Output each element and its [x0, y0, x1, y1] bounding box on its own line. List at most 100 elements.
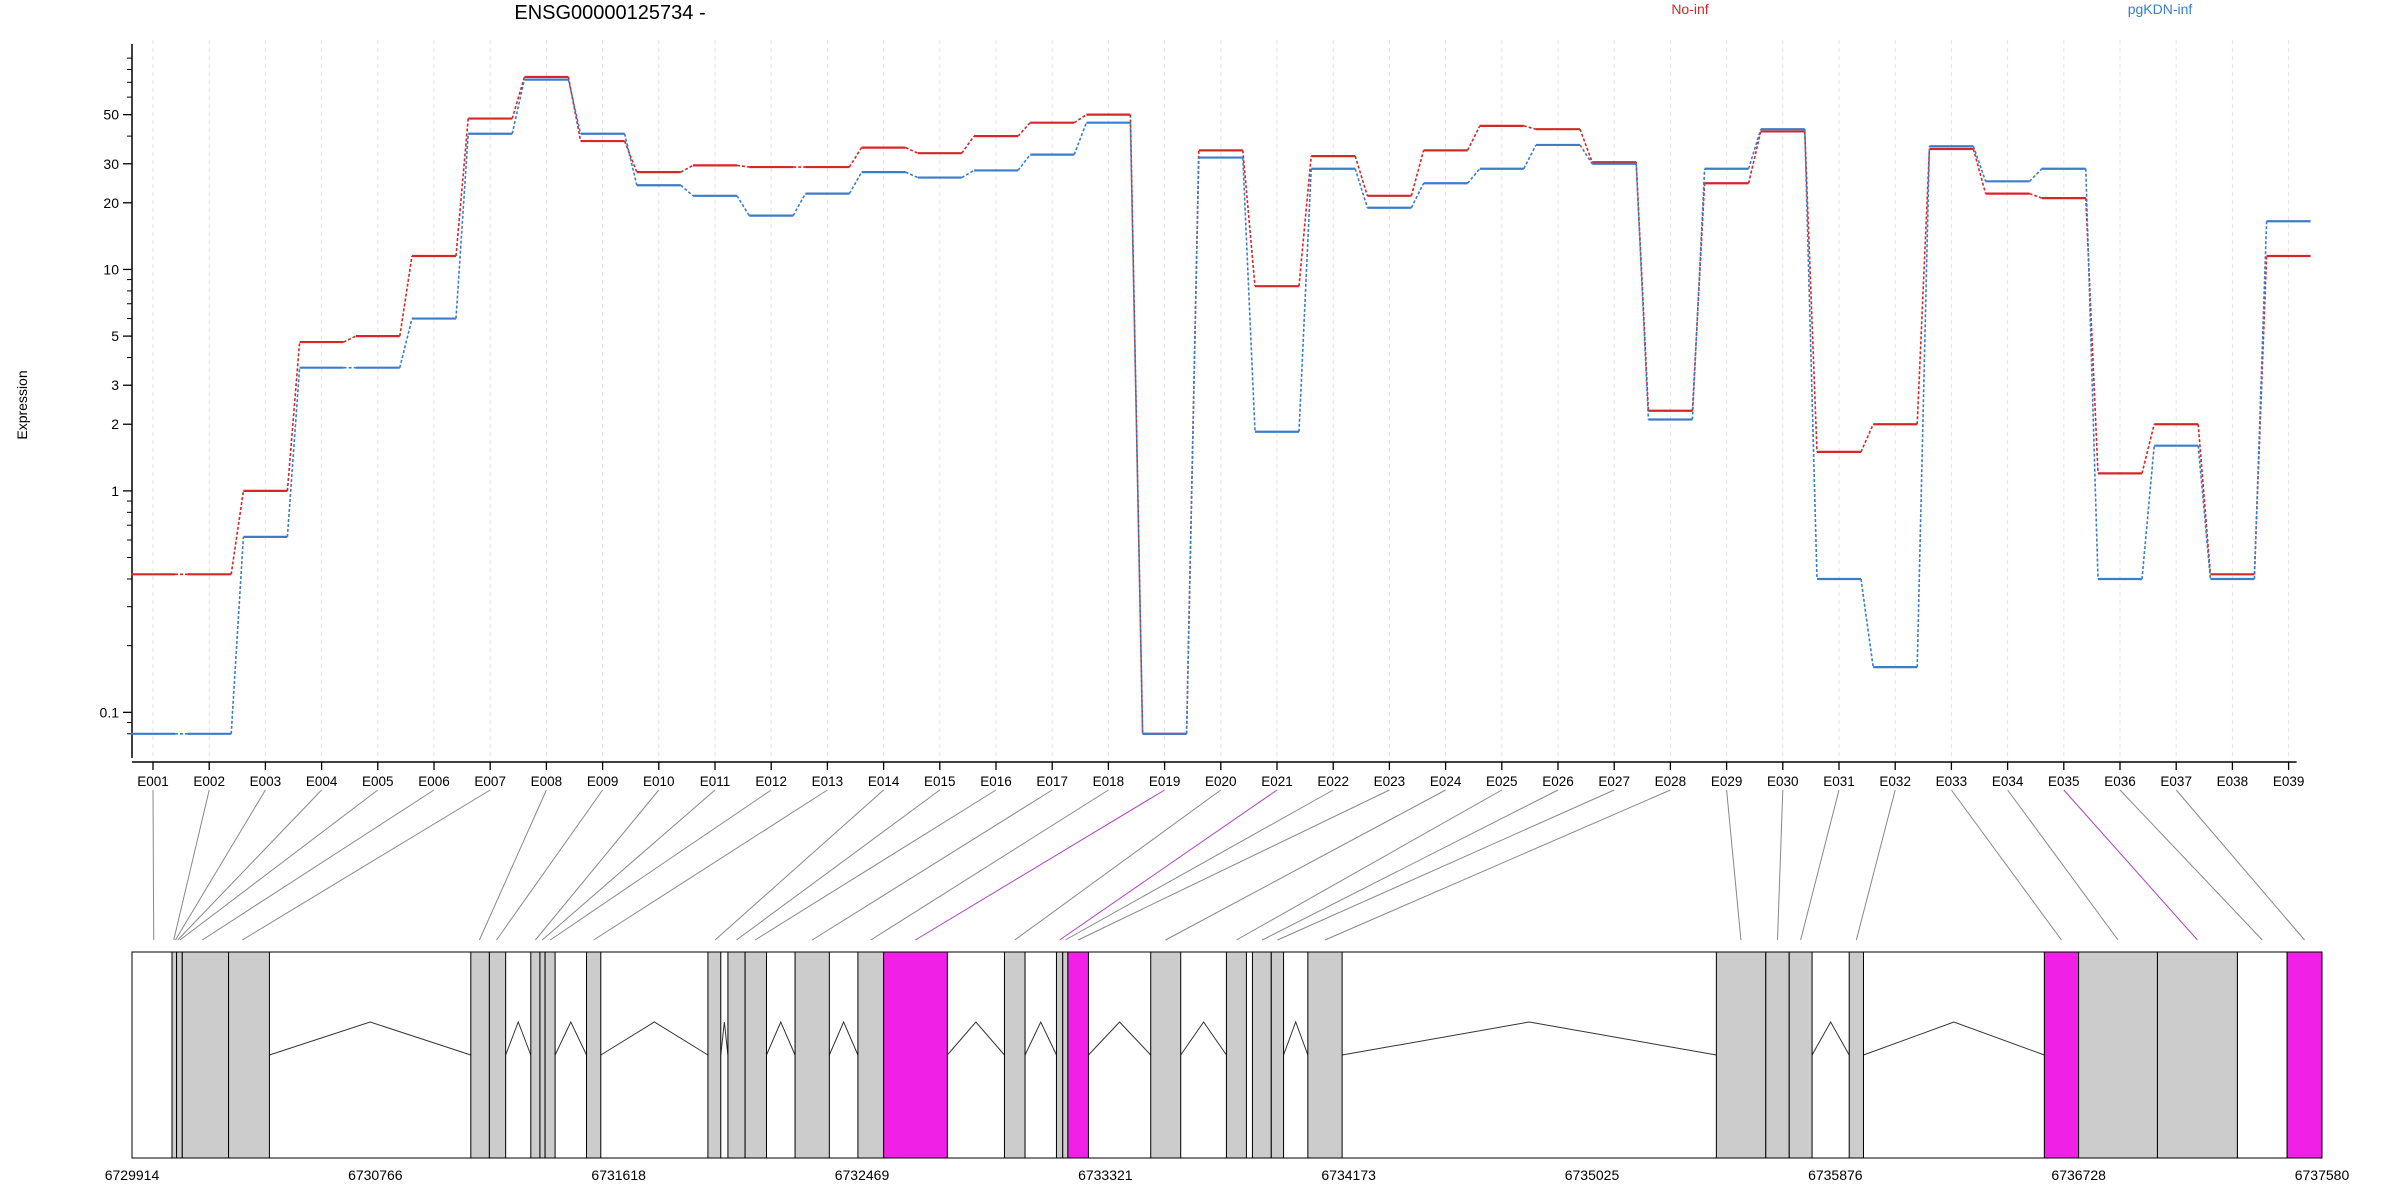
- connector-line: [623, 140, 638, 173]
- coordinate-label: 6730766: [348, 1167, 403, 1183]
- x-tick-label: E032: [1879, 774, 1911, 789]
- x-tick-label: E030: [1767, 774, 1799, 789]
- exon-block: [857, 951, 885, 1159]
- connector-line: [1298, 168, 1312, 432]
- exon-link: [1726, 789, 1742, 941]
- x-tick-label: E023: [1374, 774, 1406, 789]
- connector-line: [1579, 128, 1593, 163]
- exon-link: [754, 789, 997, 941]
- exon-block: [727, 951, 746, 1159]
- series-2: [131, 78, 2311, 735]
- x-tick-label: E008: [531, 774, 563, 789]
- intron-line: [1024, 1020, 1057, 1056]
- connector-line: [1860, 423, 1874, 453]
- exon-block: [1715, 951, 1767, 1159]
- y-tick-label: 1: [111, 483, 119, 499]
- connector-line: [1579, 144, 1593, 165]
- x-tick-label: E004: [306, 774, 338, 789]
- exon-block: [1003, 951, 1026, 1159]
- x-tick-label: E033: [1936, 774, 1968, 789]
- exon-link: [2007, 789, 2119, 941]
- connector-line: [1523, 125, 1537, 130]
- intron-line: [1283, 1020, 1309, 1056]
- connector-line: [286, 341, 301, 491]
- connector-line: [1916, 148, 1931, 425]
- x-tick-label: E020: [1205, 774, 1237, 789]
- y-tick-label: 20: [103, 195, 119, 211]
- x-tick-label: E003: [250, 774, 282, 789]
- connector-line: [736, 164, 750, 168]
- exon-link: [1014, 789, 1222, 941]
- exon-link: [242, 789, 491, 941]
- connector-line: [2197, 445, 2212, 580]
- exon-link: [202, 789, 435, 941]
- exon-block: [2156, 951, 2238, 1159]
- connector-line: [2085, 168, 2099, 580]
- connector-line: [1354, 168, 1369, 208]
- connector-line: [1972, 148, 1987, 194]
- connector-line: [1916, 146, 1931, 668]
- connector-line: [848, 147, 863, 168]
- intron-line: [600, 1021, 709, 1056]
- connector-line: [905, 171, 919, 179]
- connector-line: [567, 79, 582, 134]
- connector-line: [230, 490, 245, 575]
- exon-block: [707, 951, 722, 1159]
- exon-link: [736, 789, 941, 941]
- exon-link: [1950, 789, 2062, 941]
- connector-line: [1242, 157, 1256, 432]
- x-tick-label: E018: [1093, 774, 1125, 789]
- y-axis-label: Expression: [14, 370, 30, 440]
- connector-line: [1354, 155, 1369, 197]
- x-tick-label: E021: [1261, 774, 1293, 789]
- exon-link: [1165, 789, 1446, 941]
- x-tick-label: E037: [2160, 774, 2192, 789]
- connector-line: [2197, 424, 2212, 575]
- x-tick-label: E012: [755, 774, 787, 789]
- connector-line: [399, 318, 413, 368]
- connector-line: [1691, 168, 1706, 420]
- x-tick-label: E016: [980, 774, 1012, 789]
- x-tick-label: E039: [2273, 774, 2305, 789]
- connector-line: [1523, 144, 1537, 170]
- y-tick-label: 30: [103, 156, 119, 172]
- connector-line: [1073, 122, 1088, 155]
- exon-block: [1055, 951, 1064, 1159]
- connector-line: [1017, 154, 1031, 171]
- x-tick-label: E034: [1992, 774, 2024, 789]
- exon-block: [171, 951, 178, 1159]
- exon-link: [1065, 789, 1334, 941]
- x-tick-label: E028: [1655, 774, 1687, 789]
- x-tick-label: E019: [1149, 774, 1181, 789]
- connector-line: [343, 335, 357, 343]
- legend-series-1: No-inf: [1671, 1, 1709, 17]
- exon-link: [1277, 789, 1615, 941]
- intron-line: [720, 1021, 729, 1056]
- exon-link: [496, 789, 604, 941]
- coordinate-label: 6735025: [1565, 1167, 1620, 1183]
- connector-line: [1017, 122, 1031, 137]
- x-tick-label: E017: [1036, 774, 1068, 789]
- exon-block: [1270, 951, 1285, 1159]
- connector-line: [455, 118, 469, 257]
- y-tick-label: 10: [103, 261, 119, 277]
- exon-link: [179, 789, 379, 941]
- connector-line: [1804, 131, 1818, 452]
- connector-line: [680, 164, 694, 173]
- x-tick-label: E006: [418, 774, 450, 789]
- legend-series-2: pgKDN-inf: [2127, 1, 2193, 17]
- connector-line: [1410, 182, 1425, 209]
- connector-line: [792, 193, 807, 217]
- intron-line: [554, 1020, 587, 1056]
- x-axis: E001 E002 E003 E004 E005 E006 E007 E008 E009 E010…: [132, 761, 2305, 789]
- x-tick-label: E024: [1430, 774, 1462, 789]
- exon-block: [131, 951, 173, 1159]
- exon-block: [1251, 951, 1272, 1159]
- intron-line: [269, 1021, 471, 1056]
- exon-block: [470, 951, 490, 1159]
- highlighted-exon: [2043, 951, 2080, 1159]
- highlighted-exon-link: [2063, 789, 2198, 941]
- exon-link: [174, 789, 266, 941]
- series-lines: [131, 75, 2311, 735]
- connector-line: [455, 133, 469, 319]
